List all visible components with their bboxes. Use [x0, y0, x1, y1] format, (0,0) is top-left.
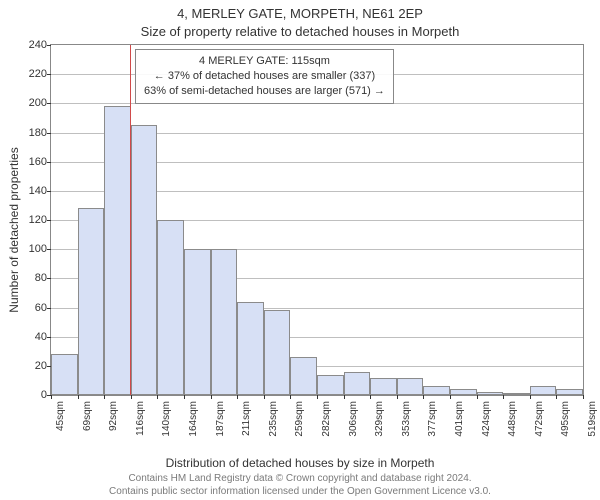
- histogram-bar: [237, 302, 264, 395]
- y-tick: [47, 191, 51, 192]
- y-tick: [47, 162, 51, 163]
- x-tick-label: 69sqm: [82, 401, 93, 451]
- x-tick: [211, 395, 212, 399]
- x-tick-label: 45sqm: [55, 401, 66, 451]
- x-tick-label: 519sqm: [587, 401, 598, 451]
- x-tick: [583, 395, 584, 399]
- y-tick: [47, 249, 51, 250]
- x-tick: [131, 395, 132, 399]
- x-tick-label: 377sqm: [427, 401, 438, 451]
- footer-line: Contains HM Land Registry data © Crown c…: [0, 473, 600, 486]
- histogram-bar: [264, 310, 291, 395]
- x-tick: [530, 395, 531, 399]
- y-tick-label: 0: [13, 389, 47, 401]
- x-tick-label: 235sqm: [268, 401, 279, 451]
- x-tick: [450, 395, 451, 399]
- footer-line: Contains public sector information licen…: [0, 486, 600, 499]
- histogram-bar: [104, 106, 131, 395]
- marker-line: [130, 45, 131, 395]
- y-tick: [47, 74, 51, 75]
- histogram-bar: [503, 393, 530, 395]
- x-tick: [51, 395, 52, 399]
- x-tick: [104, 395, 105, 399]
- histogram-bar: [397, 378, 424, 396]
- x-tick-label: 92sqm: [108, 401, 119, 451]
- subtitle: Size of property relative to detached ho…: [0, 24, 600, 39]
- y-tick-label: 180: [13, 127, 47, 139]
- x-tick-label: 187sqm: [215, 401, 226, 451]
- y-axis-label: Number of detached properties: [7, 147, 21, 312]
- histogram-bar: [51, 354, 78, 395]
- histogram-bar: [370, 378, 397, 396]
- y-tick-label: 160: [13, 156, 47, 168]
- y-tick-label: 60: [13, 302, 47, 314]
- y-tick: [47, 337, 51, 338]
- footer: Contains HM Land Registry data © Crown c…: [0, 473, 600, 498]
- x-tick: [78, 395, 79, 399]
- x-tick-label: 401sqm: [454, 401, 465, 451]
- y-tick-label: 100: [13, 243, 47, 255]
- x-tick: [477, 395, 478, 399]
- y-tick-label: 40: [13, 331, 47, 343]
- histogram-bar: [423, 386, 450, 395]
- x-tick-label: 211sqm: [241, 401, 252, 451]
- annotation-line: ← 37% of detached houses are smaller (33…: [144, 69, 385, 84]
- annotation-line: 63% of semi-detached houses are larger (…: [144, 84, 385, 99]
- x-tick-label: 282sqm: [321, 401, 332, 451]
- histogram-bar: [131, 125, 158, 395]
- chart-area: 02040608010012014016018020022024045sqm69…: [50, 44, 584, 396]
- x-tick: [423, 395, 424, 399]
- annotation-line: 4 MERLEY GATE: 115sqm: [144, 54, 385, 69]
- x-tick-label: 448sqm: [507, 401, 518, 451]
- histogram-bar: [556, 389, 583, 395]
- histogram-bar: [477, 392, 504, 395]
- histogram-bar: [78, 208, 105, 395]
- x-tick-label: 353sqm: [401, 401, 412, 451]
- x-tick: [397, 395, 398, 399]
- y-tick-label: 240: [13, 39, 47, 51]
- x-tick: [370, 395, 371, 399]
- y-tick: [47, 220, 51, 221]
- x-tick: [290, 395, 291, 399]
- y-tick-label: 220: [13, 68, 47, 80]
- y-tick: [47, 308, 51, 309]
- y-tick-label: 140: [13, 185, 47, 197]
- page-title: 4, MERLEY GATE, MORPETH, NE61 2EP: [0, 6, 600, 21]
- histogram-bar: [211, 249, 238, 395]
- y-tick-label: 80: [13, 272, 47, 284]
- histogram-bar: [184, 249, 211, 395]
- x-tick: [157, 395, 158, 399]
- x-tick: [264, 395, 265, 399]
- x-tick: [317, 395, 318, 399]
- x-tick-label: 424sqm: [481, 401, 492, 451]
- y-tick: [47, 103, 51, 104]
- y-tick-label: 20: [13, 360, 47, 372]
- x-tick: [237, 395, 238, 399]
- x-tick-label: 164sqm: [188, 401, 199, 451]
- histogram-bar: [450, 389, 477, 395]
- histogram-bar: [290, 357, 317, 395]
- histogram-bar: [344, 372, 371, 395]
- x-tick-label: 306sqm: [348, 401, 359, 451]
- x-tick: [556, 395, 557, 399]
- x-tick-label: 259sqm: [294, 401, 305, 451]
- y-tick: [47, 45, 51, 46]
- x-tick: [184, 395, 185, 399]
- y-tick: [47, 278, 51, 279]
- x-tick-label: 140sqm: [161, 401, 172, 451]
- y-tick-label: 200: [13, 97, 47, 109]
- x-tick-label: 495sqm: [560, 401, 571, 451]
- x-tick: [344, 395, 345, 399]
- histogram-bar: [530, 386, 557, 395]
- x-tick-label: 116sqm: [135, 401, 146, 451]
- histogram-bar: [317, 375, 344, 395]
- x-tick-label: 472sqm: [534, 401, 545, 451]
- x-tick-label: 329sqm: [374, 401, 385, 451]
- x-axis-label: Distribution of detached houses by size …: [0, 456, 600, 470]
- y-tick-label: 120: [13, 214, 47, 226]
- y-tick: [47, 133, 51, 134]
- x-tick: [503, 395, 504, 399]
- histogram-bar: [157, 220, 184, 395]
- annotation-box: 4 MERLEY GATE: 115sqm← 37% of detached h…: [135, 49, 394, 104]
